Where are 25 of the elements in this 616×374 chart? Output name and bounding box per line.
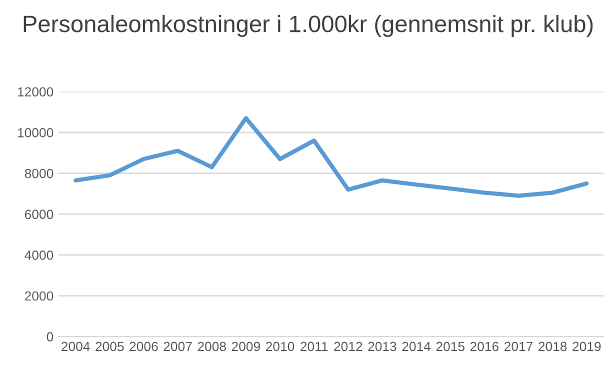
x-tick-label: 2014 (402, 342, 431, 352)
chart-title: Personaleomkostninger i 1.000kr (gennemsnit pr. klub) (24, 14, 593, 37)
line-series (73, 116, 589, 198)
x-tick-label: 2012 (334, 342, 362, 352)
x-tick-label: 2017 (504, 342, 533, 352)
y-tick-label: 8000 (24, 168, 54, 178)
y-tick-label: 6000 (24, 210, 54, 220)
x-tick-label: 2015 (436, 342, 464, 352)
x-tick-label: 2005 (96, 342, 124, 352)
x-tick-label: 2019 (572, 342, 601, 352)
x-tick-label: 2018 (538, 342, 567, 352)
x-tick-label: 2008 (198, 342, 226, 352)
y-tick-label: 12000 (18, 87, 54, 97)
y-tick-label: 0 (46, 332, 54, 342)
x-tick-label: 2004 (62, 342, 90, 352)
y-tick-label: 2000 (24, 291, 54, 301)
x-tick-label: 2007 (164, 342, 192, 352)
y-tick-label: 4000 (24, 250, 54, 260)
x-tick-label: 2016 (470, 342, 499, 352)
y-tick-label: 10000 (18, 128, 54, 138)
x-tick-label: 2013 (368, 342, 396, 352)
x-tick-label: 2011 (300, 342, 328, 352)
x-tick-label: 2010 (266, 342, 294, 352)
x-tick-label: 2009 (232, 342, 260, 352)
x-tick-label: 2006 (130, 342, 158, 352)
